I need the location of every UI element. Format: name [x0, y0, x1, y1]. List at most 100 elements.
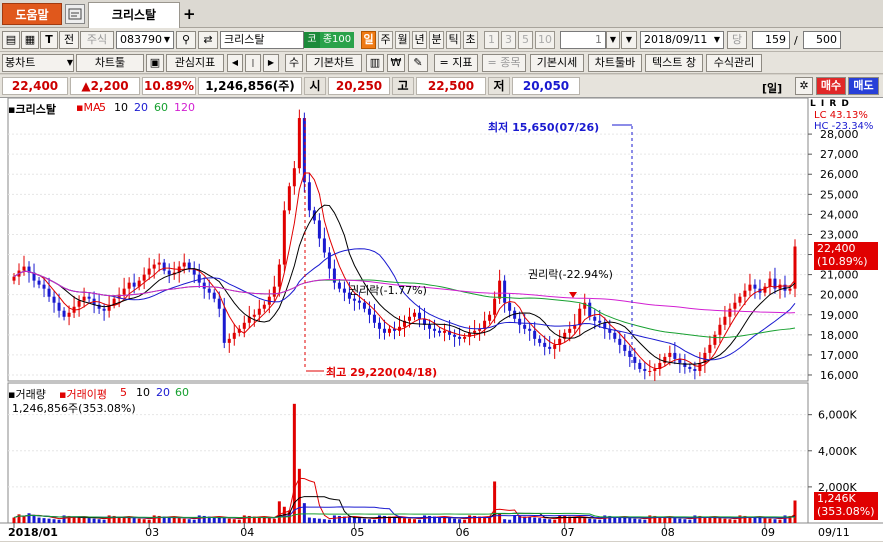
stock-code-input[interactable]: 083790 ▼: [116, 31, 174, 49]
volume-bar: [623, 517, 627, 523]
unit-1[interactable]: 1: [484, 31, 499, 49]
swap-icon[interactable]: ⇄: [198, 31, 218, 49]
candle: [102, 308, 106, 311]
unit-input[interactable]: 1: [560, 31, 606, 49]
grid-icon[interactable]: ▦: [21, 31, 39, 49]
volume-bar: [52, 519, 56, 523]
volume-bar: [718, 518, 722, 523]
chart-tool-button[interactable]: 차트툴: [76, 54, 144, 72]
volume-bar: [698, 515, 702, 523]
candle: [503, 280, 507, 303]
chart-canvas[interactable]: 16,00017,00018,00019,00020,00021,00022,0…: [0, 98, 883, 542]
basic-price-button[interactable]: 기본시세: [530, 54, 584, 72]
period-tick[interactable]: 틱: [446, 31, 461, 49]
volume-bar: [217, 517, 221, 523]
period-day[interactable]: 일: [361, 31, 376, 49]
buy-button[interactable]: 매수: [816, 77, 846, 95]
basic-chart-button[interactable]: 기본차트: [306, 54, 362, 72]
volume-bar: [87, 518, 91, 523]
wrench-icon[interactable]: ✎: [408, 54, 428, 72]
chart-toolbar-button[interactable]: 차트툴바: [588, 54, 642, 72]
volume-bar: [322, 519, 326, 523]
pause-icon[interactable]: |: [245, 54, 261, 72]
stock-name-field[interactable]: 크리스탈: [220, 31, 304, 49]
unit-dropdown-icon[interactable]: ▼: [606, 31, 620, 49]
date-input[interactable]: 2018/09/11 ▼: [640, 31, 724, 49]
won-icon[interactable]: ₩: [387, 54, 405, 72]
indicator-button[interactable]: = 지표: [434, 54, 478, 72]
chevron-down-icon[interactable]: ▼: [163, 35, 170, 44]
candle: [743, 290, 747, 297]
su-button[interactable]: 수: [285, 54, 303, 72]
volume-bar: [643, 519, 647, 523]
volume-bar: [573, 517, 577, 523]
volume-bar: [723, 518, 727, 523]
chart-area[interactable]: 16,00017,00018,00019,00020,00021,00022,0…: [0, 97, 883, 541]
tab-crystal[interactable]: 크리스탈: [88, 2, 180, 28]
candle: [623, 344, 627, 351]
candle: [408, 316, 412, 321]
period-year[interactable]: 년: [412, 31, 427, 49]
candle: [588, 302, 592, 317]
save-icon[interactable]: ▣: [146, 54, 164, 72]
chevron-down-icon[interactable]: ▼: [621, 31, 637, 49]
period-tag: [일]: [762, 82, 783, 95]
layout-icon[interactable]: ▤: [2, 31, 20, 49]
add-tab-button[interactable]: +: [183, 5, 196, 23]
calendar-dropdown-icon[interactable]: ▼: [713, 35, 720, 44]
all-button[interactable]: 전: [59, 31, 79, 49]
count-input[interactable]: 159: [752, 31, 790, 49]
period-week[interactable]: 주: [378, 31, 393, 49]
chevron-down-icon[interactable]: ▼: [66, 58, 73, 67]
gear-icon[interactable]: ✲: [795, 77, 813, 95]
chart-type-select[interactable]: 봉차트 ▼: [2, 54, 74, 72]
candle: [773, 278, 777, 289]
candle: [52, 296, 56, 303]
prev-icon[interactable]: ◀: [227, 54, 243, 72]
text-tool-icon[interactable]: T: [40, 31, 58, 49]
watch-indicator-button[interactable]: 관심지표: [166, 54, 224, 72]
screen-icon[interactable]: [65, 4, 85, 24]
period-second[interactable]: 초: [463, 31, 478, 49]
ma5-legend: 5: [99, 101, 106, 114]
candle: [673, 352, 677, 359]
next-icon[interactable]: ▶: [263, 54, 279, 72]
volume-bar: [227, 518, 231, 523]
candle: [77, 300, 81, 307]
unit-10[interactable]: 10: [535, 31, 555, 49]
help-button[interactable]: 도움말: [2, 3, 62, 25]
volume-bar: [678, 518, 682, 523]
total-input[interactable]: 500: [803, 31, 841, 49]
candle: [533, 330, 537, 339]
price-change: ▲2,200: [70, 77, 140, 95]
volume-bar: [12, 517, 16, 523]
sell-button[interactable]: 매도: [848, 77, 879, 95]
volume-bar: [713, 517, 717, 523]
volume-bar: [503, 519, 507, 523]
volume-bar: [728, 519, 732, 523]
volume-bar: [658, 516, 662, 523]
volume-bar: [252, 516, 256, 523]
period-minute[interactable]: 분: [429, 31, 444, 49]
volume-bar: [142, 519, 146, 523]
volume-legend-name: ▪거래량: [8, 388, 46, 401]
bar-chart-icon[interactable]: ▥: [366, 54, 384, 72]
volume-ma-legend: ▪거래이평: [59, 388, 107, 401]
candle: [337, 282, 341, 289]
unit-3[interactable]: 3: [501, 31, 516, 49]
volume-bar: [127, 517, 131, 523]
x-tick-label: 06: [456, 526, 470, 539]
volume-bar: [668, 517, 672, 523]
text-window-button[interactable]: 텍스트 창: [645, 54, 703, 72]
search-icon[interactable]: ⚲: [176, 31, 196, 49]
candle: [402, 320, 406, 327]
unit-5[interactable]: 5: [518, 31, 533, 49]
stock-compare-button[interactable]: = 종목: [482, 54, 526, 72]
period-month[interactable]: 월: [395, 31, 410, 49]
formula-button[interactable]: 수식관리: [706, 54, 762, 72]
candle: [192, 268, 196, 275]
x-tick-label: 2018/01: [8, 526, 58, 539]
count-label: 당: [727, 31, 747, 49]
market-select[interactable]: 주식: [80, 31, 114, 49]
volume-bar: [162, 516, 166, 523]
